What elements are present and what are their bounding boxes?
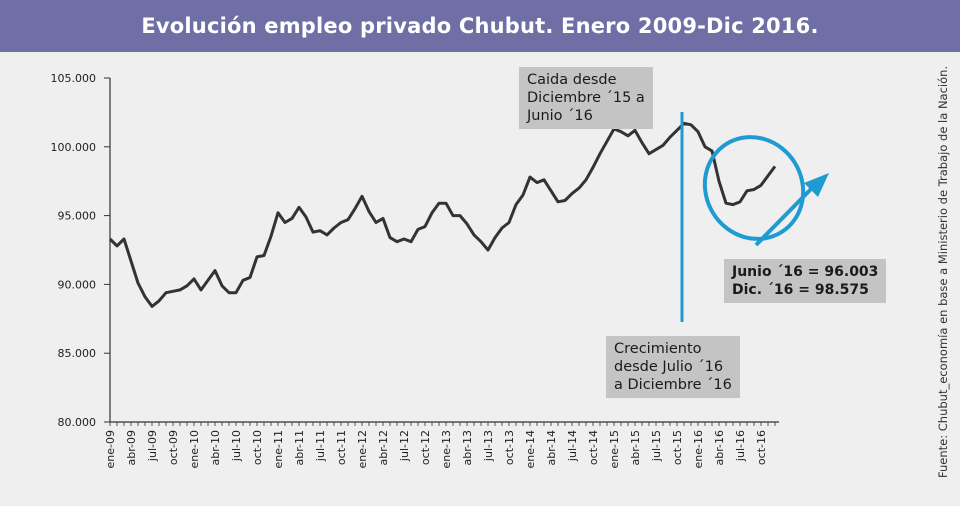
annotation-caida: Caida desde Diciembre ´15 a Junio ´16	[519, 67, 653, 129]
x-tick-label: abr-12	[377, 430, 390, 466]
x-tick-label: jul-10	[230, 430, 243, 462]
chart-title: Evolución empleo privado Chubut. Enero 2…	[141, 14, 819, 38]
x-tick-label: oct-15	[671, 430, 684, 465]
y-tick-label: 100.000	[51, 141, 97, 154]
x-tick-label: abr-15	[629, 430, 642, 466]
series-layer	[108, 121, 777, 308]
x-tick-label: abr-16	[713, 430, 726, 466]
x-tick-label: jul-14	[566, 430, 579, 462]
annotation-crecimiento: Crecimiento desde Julio ´16 a Diciembre …	[606, 336, 740, 398]
source-note: Fuente: Chubut_economía en base a Minist…	[936, 65, 950, 478]
annotation-values: Junio ´16 = 96.003 Dic. ´16 = 98.575	[724, 259, 887, 303]
x-tick-label: abr-11	[293, 430, 306, 466]
x-tick-label: oct-14	[587, 430, 600, 465]
y-tick-label: 85.000	[58, 347, 97, 360]
x-tick-label: abr-10	[209, 430, 222, 466]
annotation-caida-line-2: Diciembre ´15 a	[527, 90, 645, 106]
y-axis: 80.000 85.000 90.000 95.000 100.000 105.000	[51, 72, 111, 429]
x-axis: ene-09 abr-09 jul-09 oct-09 ene-10 abr-10 jul-…	[104, 421, 779, 468]
x-tick-label: jul-09	[146, 430, 159, 462]
annotation-caida-line-1: Caida desde	[527, 72, 617, 88]
y-tick-label: 95.000	[58, 210, 97, 223]
x-tick-label: jul-16	[734, 430, 747, 462]
x-tick-label: ene-10	[188, 430, 201, 468]
x-tick-label: ene-09	[104, 430, 117, 468]
x-tick-label: ene-12	[356, 430, 369, 468]
x-tick-label: jul-15	[650, 430, 663, 462]
y-tick-label: 80.000	[58, 416, 97, 429]
annotation-crecimiento-line-1: Crecimiento	[614, 341, 702, 357]
accent-layer	[680, 112, 829, 322]
title-bar: Evolución empleo privado Chubut. Enero 2…	[0, 0, 960, 52]
highlight-ellipse	[702, 135, 806, 241]
y-tick-label: 90.000	[58, 278, 97, 291]
x-tick-label: jul-12	[398, 430, 411, 462]
x-tick-label: abr-13	[461, 430, 474, 466]
x-tick-label: ene-13	[440, 430, 453, 468]
x-tick-label: oct-16	[755, 430, 768, 465]
y-tick-label: 105.000	[51, 72, 97, 85]
annotation-crecimiento-line-2: desde Julio ´16	[614, 359, 724, 375]
x-tick-label: ene-16	[692, 430, 705, 468]
annotation-caida-line-3: Junio ´16	[527, 108, 593, 124]
x-tick-label: oct-10	[251, 430, 264, 465]
series-line	[108, 121, 777, 308]
x-tick-label: oct-12	[419, 430, 432, 465]
x-tick-label: ene-14	[524, 430, 537, 468]
x-tick-label: oct-13	[503, 430, 516, 465]
annotation-value-dic: Dic. ´16 = 98.575	[732, 282, 869, 298]
trend-arrow-shaft	[754, 184, 816, 247]
trend-arrow-head	[804, 173, 829, 197]
x-tick-label: jul-13	[482, 430, 495, 462]
annotation-value-junio: Junio ´16 = 96.003	[732, 264, 879, 280]
x-tick-label: oct-11	[335, 430, 348, 465]
x-tick-label: abr-09	[125, 430, 138, 466]
x-tick-label: ene-11	[272, 430, 285, 468]
x-tick-label: abr-14	[545, 430, 558, 466]
x-tick-label: oct-09	[167, 430, 180, 465]
x-tick-label: ene-15	[608, 430, 621, 468]
x-tick-label: jul-11	[314, 430, 327, 462]
annotation-crecimiento-line-3: a Diciembre ´16	[614, 377, 732, 393]
